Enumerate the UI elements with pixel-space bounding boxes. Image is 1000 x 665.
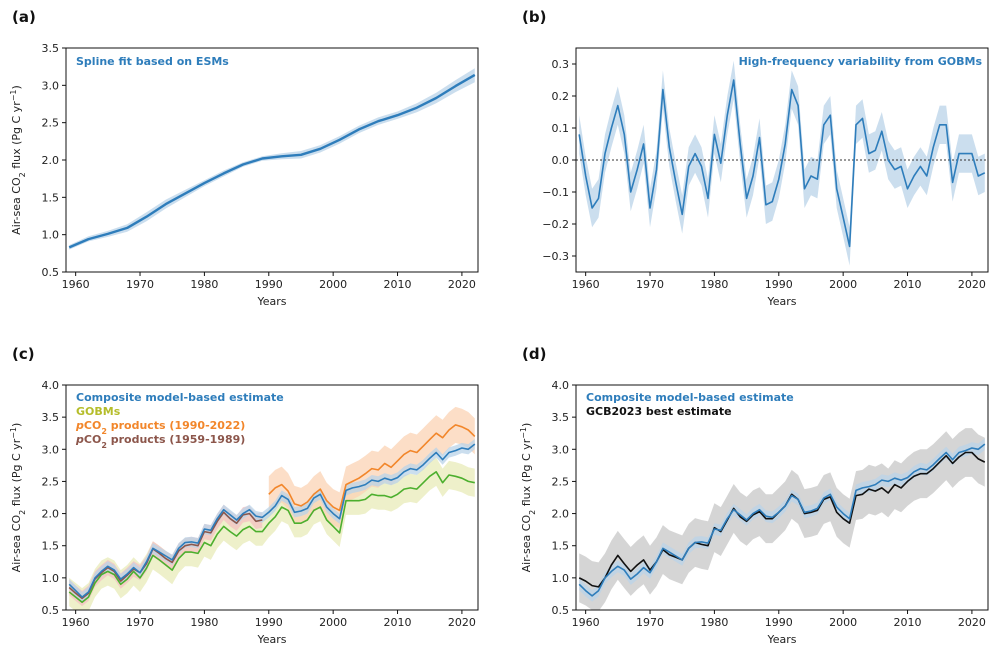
y-tick-label: 0.0 (552, 154, 570, 167)
plot-area (68, 406, 476, 610)
band-composite-model-based-estimate (579, 438, 985, 602)
band-spline-fit-based-on-esms (69, 68, 475, 250)
y-tick-label: −0.3 (542, 250, 569, 263)
y-tick-label: 3.5 (552, 411, 570, 424)
series-line-composite-model-based-estimate (578, 443, 986, 597)
y-tick-label: −0.1 (542, 186, 569, 199)
panel-d: (d) 1960 1970 1980 1990 2000 2010 2020 0.5 1.0 1.5… (519, 345, 989, 646)
y-tick-label: 3.0 (42, 443, 60, 456)
y-axis-label: Air-sea CO2 flux (Pg C yr−1) (519, 423, 537, 573)
y-tick-label: 3.5 (42, 411, 60, 424)
x-axis-label: Years (256, 295, 286, 308)
y-tick-label: 3.0 (552, 443, 570, 456)
annotation: Spline fit based on ESMs (76, 55, 229, 68)
band-gobms (69, 457, 475, 610)
x-tick-label: 2020 (958, 616, 986, 629)
x-tick-label: 1980 (190, 616, 218, 629)
y-tick-label: 4.0 (42, 379, 60, 392)
x-tick-label: 1990 (255, 278, 283, 291)
x-tick-label: 1970 (636, 278, 664, 291)
x-tick-label: 2020 (448, 616, 476, 629)
x-axis-label: Years (766, 295, 796, 308)
legend-entry: GOBMs (76, 405, 121, 418)
panel-label: (a) (12, 8, 36, 26)
y-tick-label: 0.2 (552, 90, 570, 103)
x-tick-label: 2020 (448, 278, 476, 291)
y-tick-label: 0.1 (552, 122, 570, 135)
series-line-composite-model-based-estimate (68, 443, 476, 598)
x-tick-label: 2000 (319, 616, 347, 629)
y-tick-label: 0.5 (42, 266, 60, 279)
y-tick-label: 2.0 (42, 508, 60, 521)
y-tick-label: 1.0 (42, 229, 60, 242)
y-tick-label: 2.0 (552, 508, 570, 521)
x-tick-label: 1990 (765, 278, 793, 291)
x-axis-label: Years (766, 633, 796, 646)
x-tick-label: 2000 (829, 278, 857, 291)
panel-label: (b) (522, 8, 546, 26)
x-tick-label: 1970 (126, 616, 154, 629)
y-tick-label: 3.0 (42, 79, 60, 92)
panel-c: (c) 1960 1970 1980 1990 2000 2010 2020 0.5 1.0 1.5… (9, 345, 479, 646)
y-tick-label: 0.5 (552, 604, 570, 617)
x-tick-label: 1960 (62, 278, 90, 291)
y-tick-label: 2.5 (42, 117, 60, 130)
x-axis-label: Years (256, 633, 286, 646)
x-tick-label: 1960 (62, 616, 90, 629)
y-axis-label: Air-sea CO2 flux (Pg C yr−1) (9, 85, 27, 235)
legend-entry: pCO2 products (1959-1989) (75, 433, 245, 450)
y-tick-label: 1.5 (42, 540, 60, 553)
legend-entry: GCB2023 best estimate (586, 405, 732, 418)
plot-area (68, 68, 476, 250)
axes-frame (65, 384, 479, 611)
series-line-spline-fit-based-on-esms (68, 73, 476, 249)
x-tick-label: 2010 (384, 616, 412, 629)
x-tick-label: 2010 (384, 278, 412, 291)
series-line-pco2-products-1990-2022- (268, 424, 476, 512)
panel-b: (b) 1960 1970 1980 1990 2000 2010 2020 −0.3 −0.2 −… (522, 8, 989, 308)
y-tick-label: 2.0 (42, 154, 60, 167)
panel-label: (c) (12, 345, 35, 363)
band-gcb2023-best-estimate (579, 428, 985, 610)
legend-entry: Composite model-based estimate (586, 391, 794, 404)
y-tick-label: 3.5 (42, 42, 60, 55)
y-axis-label: Air-sea CO2 flux (Pg C yr−1) (9, 423, 27, 573)
axes-frame (575, 384, 989, 611)
series-line-high-frequency-variability-from-gobms (578, 79, 986, 248)
series-line-pco2-products-1959-1989- (68, 511, 263, 600)
x-tick-label: 1960 (572, 616, 600, 629)
x-tick-label: 1970 (636, 616, 664, 629)
y-tick-label: 0.3 (552, 58, 570, 71)
legend-entry: Composite model-based estimate (76, 391, 284, 404)
legend-entry: pCO2 products (1990-2022) (75, 419, 245, 436)
panel-label: (d) (522, 345, 546, 363)
series-line-gobms (68, 470, 475, 604)
y-tick-label: 1.0 (552, 572, 570, 585)
y-tick-label: 2.5 (552, 475, 570, 488)
x-tick-label: 2000 (829, 616, 857, 629)
x-tick-label: 1970 (126, 278, 154, 291)
panel-a: (a) 1960 1970 1980 1990 2000 2010 2020 0.5 1.0 1.5… (9, 8, 479, 308)
x-tick-label: 1980 (700, 616, 728, 629)
x-tick-label: 2020 (958, 278, 986, 291)
y-tick-label: −0.2 (542, 218, 569, 231)
x-tick-label: 1990 (765, 616, 793, 629)
x-tick-label: 2000 (319, 278, 347, 291)
plot-area (578, 428, 986, 610)
x-tick-label: 2010 (894, 278, 922, 291)
x-tick-label: 1980 (700, 278, 728, 291)
annotation: High-frequency variability from GOBMs (739, 55, 983, 68)
y-tick-label: 4.0 (552, 379, 570, 392)
x-tick-label: 1960 (572, 278, 600, 291)
y-tick-label: 1.0 (42, 572, 60, 585)
y-tick-label: 1.5 (42, 191, 60, 204)
y-tick-label: 0.5 (42, 604, 60, 617)
y-tick-label: 2.5 (42, 475, 60, 488)
x-tick-label: 1990 (255, 616, 283, 629)
plot-area (576, 60, 988, 266)
x-tick-label: 1980 (190, 278, 218, 291)
y-tick-label: 1.5 (552, 540, 570, 553)
x-tick-label: 2010 (894, 616, 922, 629)
